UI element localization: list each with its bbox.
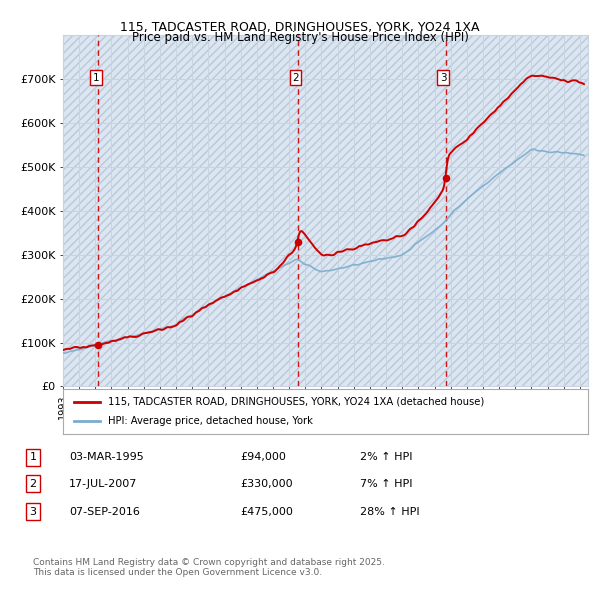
Text: 2: 2 (292, 73, 299, 83)
Text: 115, TADCASTER ROAD, DRINGHOUSES, YORK, YO24 1XA (detached house): 115, TADCASTER ROAD, DRINGHOUSES, YORK, … (107, 397, 484, 407)
Text: 28% ↑ HPI: 28% ↑ HPI (360, 507, 419, 516)
Text: 7% ↑ HPI: 7% ↑ HPI (360, 479, 413, 489)
Text: Contains HM Land Registry data © Crown copyright and database right 2025.
This d: Contains HM Land Registry data © Crown c… (33, 558, 385, 577)
Text: HPI: Average price, detached house, York: HPI: Average price, detached house, York (107, 417, 313, 426)
Text: 2: 2 (29, 479, 37, 489)
Text: £475,000: £475,000 (240, 507, 293, 516)
Text: £330,000: £330,000 (240, 479, 293, 489)
Text: 07-SEP-2016: 07-SEP-2016 (69, 507, 140, 516)
Text: 3: 3 (440, 73, 446, 83)
Text: 1: 1 (92, 73, 99, 83)
Text: £94,000: £94,000 (240, 453, 286, 462)
Text: 1: 1 (29, 453, 37, 462)
Text: 3: 3 (29, 507, 37, 516)
Text: 17-JUL-2007: 17-JUL-2007 (69, 479, 137, 489)
Text: Price paid vs. HM Land Registry's House Price Index (HPI): Price paid vs. HM Land Registry's House … (131, 31, 469, 44)
Text: 115, TADCASTER ROAD, DRINGHOUSES, YORK, YO24 1XA: 115, TADCASTER ROAD, DRINGHOUSES, YORK, … (120, 21, 480, 34)
Text: 03-MAR-1995: 03-MAR-1995 (69, 453, 144, 462)
Text: 2% ↑ HPI: 2% ↑ HPI (360, 453, 413, 462)
